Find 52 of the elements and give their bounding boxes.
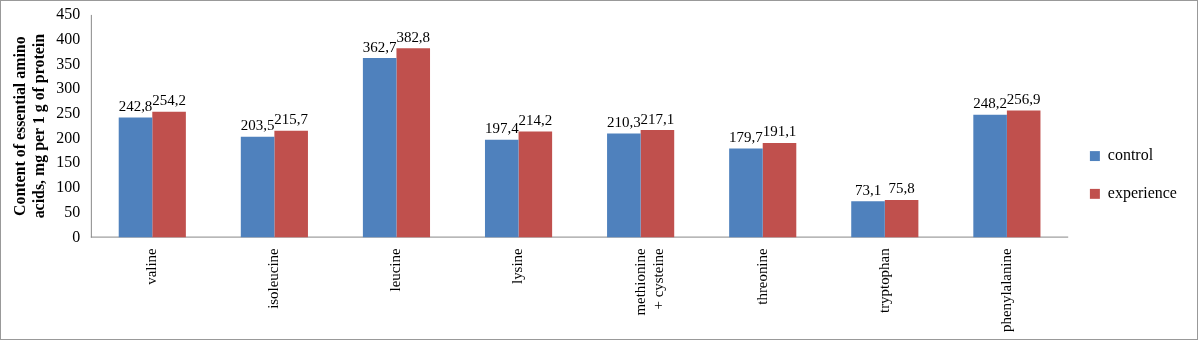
bar	[362, 58, 397, 238]
x-tick-label: valine	[143, 248, 160, 285]
data-label: 382,8	[396, 28, 431, 45]
data-label: 217,1	[640, 110, 675, 127]
legend-label: control	[1107, 146, 1154, 164]
data-label: 75,8	[888, 180, 915, 197]
bar	[1006, 110, 1041, 238]
bar	[851, 201, 885, 238]
x-tick-label: lysine	[509, 248, 526, 285]
bar	[973, 114, 1007, 238]
data-label: 248,2	[973, 95, 1007, 112]
bar	[884, 199, 919, 238]
data-label: 254,2	[152, 92, 186, 109]
y-tick-label: 350	[56, 54, 81, 72]
y-tick-label: 50	[64, 202, 81, 220]
y-tick-label: 300	[56, 79, 81, 97]
bar	[152, 111, 186, 238]
data-label: 179,7	[729, 129, 764, 146]
legend-label: experience	[1107, 184, 1177, 203]
bar	[240, 136, 275, 238]
x-tick-label: threonine	[753, 248, 770, 305]
y-tick-label: 0	[72, 227, 81, 245]
bar	[518, 131, 553, 238]
data-label: 210,3	[607, 113, 641, 130]
bar	[729, 148, 763, 238]
y-tick-label: 150	[56, 153, 81, 171]
y-tick-label: 250	[56, 104, 81, 121]
x-tick-label: tryptophan	[875, 247, 892, 313]
y-tick-label: 450	[56, 5, 81, 23]
bar	[274, 130, 308, 238]
y-tick-label: 200	[56, 128, 81, 146]
data-label: 191,1	[762, 123, 797, 140]
data-label: 73,1	[854, 181, 882, 198]
x-tick-label: leucine	[387, 248, 404, 292]
y-tick-label: 100	[56, 178, 81, 196]
data-label: 215,7	[274, 111, 309, 128]
data-label: 203,5	[240, 117, 275, 134]
y-tick-label: 400	[56, 29, 81, 47]
bar	[607, 133, 641, 238]
x-tick-label: methionine + cysteine	[631, 248, 666, 316]
bar	[118, 117, 153, 238]
data-label: 197,4	[484, 120, 520, 137]
data-label: 256,9	[1006, 90, 1041, 107]
data-label: 214,2	[518, 112, 553, 128]
x-tick-label: isoleucine	[265, 248, 282, 309]
data-label: 242,8	[118, 97, 153, 114]
x-tick-label: phenylalanine	[997, 248, 1014, 333]
bar	[396, 48, 431, 238]
y-axis-title: Content of essential amino acids, mg per 1 g of protein	[10, 33, 48, 219]
bar	[484, 139, 519, 238]
bar	[762, 142, 797, 238]
bar	[640, 130, 675, 238]
